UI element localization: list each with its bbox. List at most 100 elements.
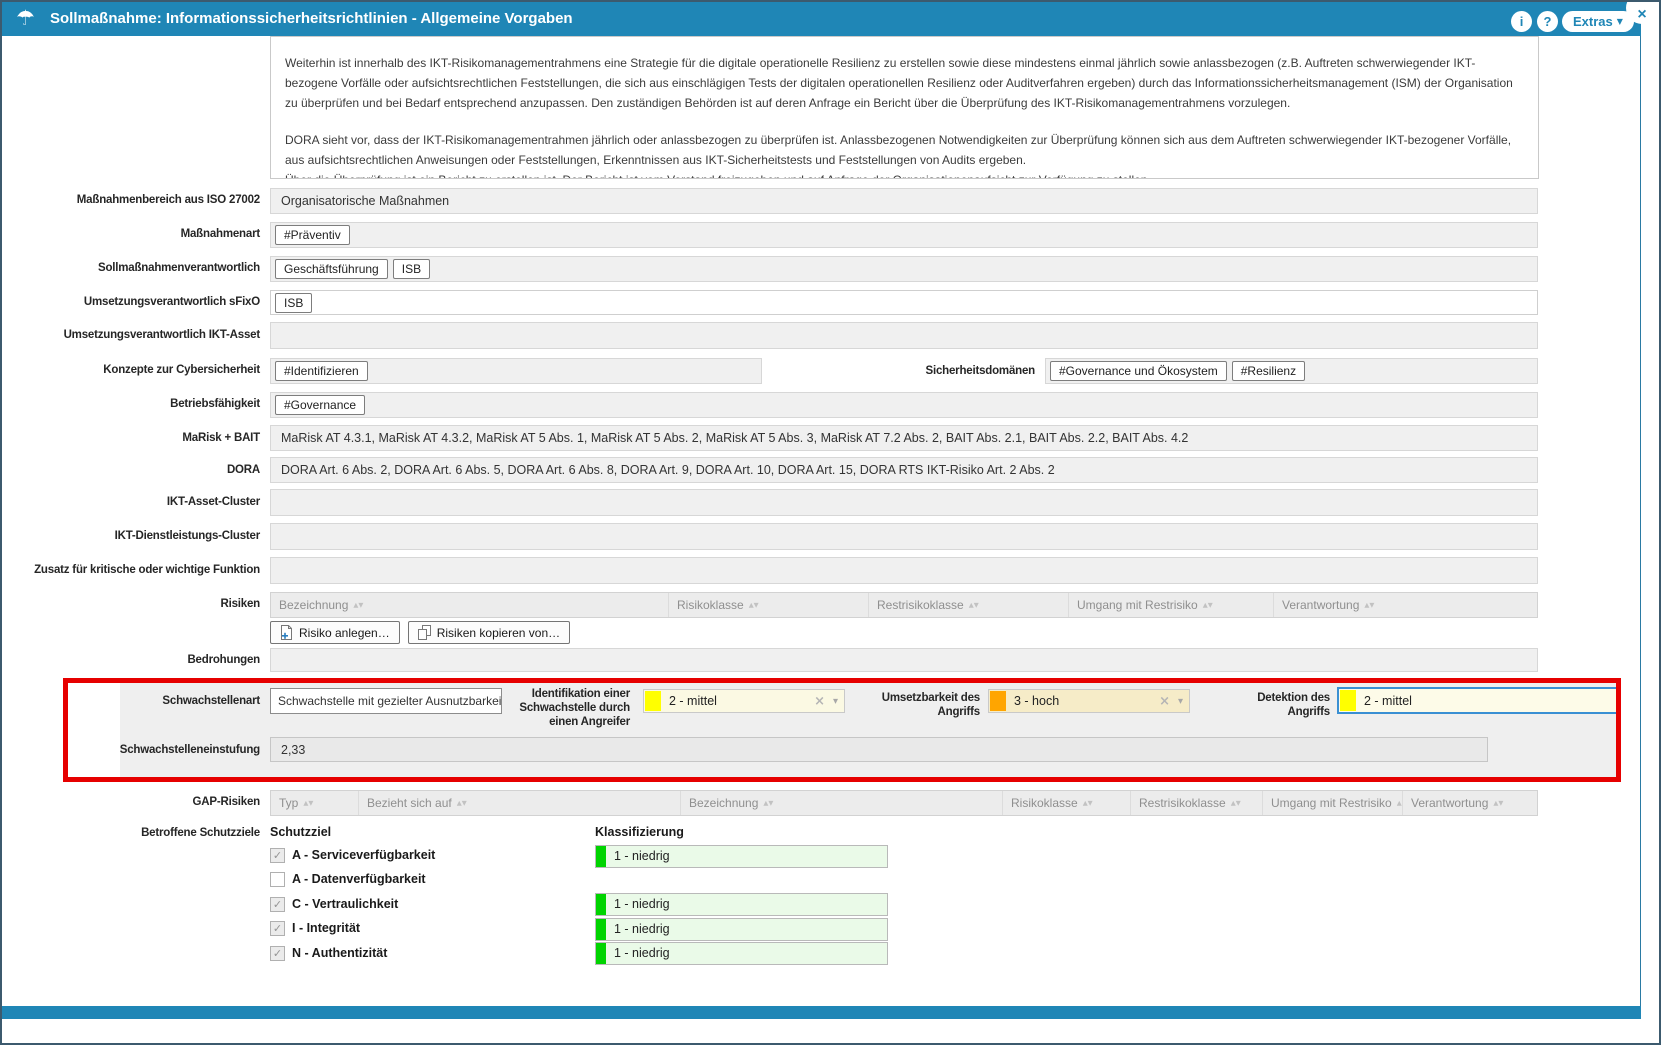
gap-risiken-table-header: Typ ▲▼ Bezieht sich auf ▲▼ Bezeichnung ▲▼ R… [270,790,1538,816]
schutzziel-name: N - Authentizität [292,946,388,960]
column-header-bezeichnung[interactable]: Bezeichnung ▲▼ [271,593,669,617]
field-value: Schwachstelle mit gezielter Ausnutzbarke… [278,694,502,708]
schutzziel-name: I - Integrität [292,921,361,935]
column-header-typ[interactable]: Typ ▲▼ [271,791,359,815]
description-textarea[interactable]: Weiterhin ist innerhalb des IKT-Risikoma… [270,36,1539,179]
sort-icon: ▲▼ [1082,799,1093,807]
label-betroffene-schutzziele: Betroffene Schutzziele [141,827,260,839]
sort-icon: ▲▼ [456,799,467,807]
check-icon: ✓ [272,947,283,960]
level-color-stripe [596,894,606,915]
checkbox-authentizitaet[interactable]: ✓ [270,946,285,961]
risiken-kopieren-button[interactable]: Risiken kopieren von… [407,621,571,644]
tag-chip[interactable]: #Identifizieren [275,361,368,381]
field-massnahmenart[interactable]: #Präventiv [270,222,1538,248]
tag-chip[interactable]: #Governance [275,395,366,415]
field-sollverantwortlich[interactable]: Geschäftsführung ISB [270,256,1538,282]
column-header-umgang[interactable]: Umgang mit Restrisiko▲▼ [1069,593,1274,617]
chevron-down-icon[interactable]: ▾ [832,695,838,707]
column-header-risikoklasse[interactable]: Risikoklasse ▲▼ [669,593,869,617]
add-document-icon [281,625,292,640]
label-risiken: Risiken [220,598,260,610]
label-detektion: Detektion des Angriffs [1257,692,1330,718]
column-header-verantwortung[interactable]: Verantwortung ▲▼ [1411,796,1504,810]
column-header-restrisikoklasse[interactable]: Restrisikoklasse ▲▼ [869,593,1069,617]
window-bottom-bar [2,1006,1641,1019]
field-ikt-asset-cluster[interactable] [270,489,1538,516]
sort-icon: ▲▼ [1230,799,1241,807]
klassifizierung-value: 1 - niedrig [614,946,670,960]
checkbox-serviceverfuegbarkeit[interactable]: ✓ [270,848,285,863]
window-right-border [1640,36,1641,1006]
field-umsetzung-ikt-asset[interactable] [270,322,1538,349]
sort-icon: ▲▼ [1396,799,1402,807]
column-header-klassifizierung: Klassifizierung [595,825,684,839]
field-konzepte[interactable]: #Identifizieren [270,358,762,384]
copy-icon [417,625,431,640]
tag-chip[interactable]: #Governance und Ökosystem [1050,361,1227,381]
label-gap-risiken: GAP-Risiken [192,796,261,808]
info-button[interactable]: i [1511,11,1532,32]
field-ikt-dienstleistungs-cluster[interactable] [270,523,1538,550]
field-sicherheitsdomaenen[interactable]: #Governance und Ökosystem #Resilienz [1045,358,1538,384]
column-header-risikoklasse[interactable]: Risikoklasse ▲▼ [1003,791,1131,815]
schutzziel-name: C - Vertraulichkeit [292,897,399,911]
field-umsetzung-sfixo[interactable]: ISB [270,290,1538,315]
field-bedrohungen[interactable] [270,648,1538,672]
risiko-anlegen-button[interactable]: Risiko anlegen… [270,621,400,644]
column-header-bezeichnung[interactable]: Bezeichnung ▲▼ [681,791,1003,815]
label-marisk-bait: MaRisk + BAIT [182,432,260,444]
clear-icon[interactable]: × [814,693,825,709]
column-header-bezieht-sich-auf[interactable]: Bezieht sich auf ▲▼ [359,791,681,815]
info-icon: i [1519,14,1524,29]
umbrella-icon: ☂ [16,6,35,30]
column-header-umgang[interactable]: Umgang mit Restrisiko▲▼ [1263,791,1403,815]
label-zusatz-funktion: Zusatz für kritische oder wichtige Funkt… [34,564,260,576]
identifikation-dropdown[interactable]: 2 - mittel × ▾ [643,689,845,713]
titlebar: ☂ Sollmaßnahme: Informationssicherheitsr… [2,2,1641,36]
field-marisk-bait[interactable]: MaRisk AT 4.3.1, MaRisk AT 4.3.2, MaRisk… [270,425,1538,451]
label-konzepte: Konzepte zur Cybersicherheit [103,364,260,376]
field-iso27002[interactable]: Organisatorische Maßnahmen [270,188,1538,214]
field-dora[interactable]: DORA Art. 6 Abs. 2, DORA Art. 6 Abs. 5, … [270,457,1538,483]
close-button[interactable]: × [1626,0,1658,24]
label-sollverantwortlich: Sollmaßnahmenverantwortlich [97,262,260,274]
extras-button[interactable]: Extras ▼ [1562,11,1634,32]
tag-chip[interactable]: Geschäftsführung [275,259,388,279]
tag-chip[interactable]: ISB [275,292,313,313]
tag-chip[interactable]: #Resilienz [1231,361,1306,381]
label-bedrohungen: Bedrohungen [187,654,260,666]
tag-chip[interactable]: #Präventiv [275,225,350,245]
umsetzbarkeit-dropdown[interactable]: 3 - hoch × ▾ [988,689,1190,713]
dropdown-value: 2 - mittel [669,694,717,708]
column-header-schutzziel: Schutzziel [270,825,332,839]
chevron-down-icon: ▼ [1616,17,1623,26]
label-betriebsfaehigkeit: Betriebsfähigkeit [170,398,260,410]
intro-paragraph-1: Weiterhin ist innerhalb des IKT-Risikoma… [285,56,1513,110]
help-button[interactable]: ? [1537,11,1558,32]
label-dora: DORA [226,464,260,476]
checkbox-datenverfuegbarkeit[interactable]: ✓ [270,872,285,887]
label-umsetzung-ikt-asset: Umsetzungsverantwortlich IKT-Asset [63,329,261,341]
clear-icon[interactable]: × [1159,693,1170,709]
sort-icon: ▲▼ [1493,799,1504,807]
field-betriebsfaehigkeit[interactable]: #Governance [270,392,1538,418]
checkbox-vertraulichkeit[interactable]: ✓ [270,897,285,912]
schwachstellenart-input[interactable]: Schwachstelle mit gezielter Ausnutzbarke… [270,688,502,714]
field-zusatz-funktion[interactable] [270,557,1538,584]
checkbox-integritaet[interactable]: ✓ [270,921,285,936]
level-color-stripe [596,943,606,964]
chevron-down-icon[interactable]: ▾ [1177,695,1183,707]
klassifizierung-field: 1 - niedrig [595,942,888,965]
detektion-dropdown[interactable]: 2 - mittel [1337,687,1618,714]
column-header-restrisikoklasse[interactable]: Restrisikoklasse ▲▼ [1131,791,1263,815]
label-ikt-asset-cluster: IKT-Asset-Cluster [166,496,260,508]
label-iso27002: Maßnahmenbereich aus ISO 27002 [76,194,260,206]
sort-icon: ▲▼ [763,799,774,807]
tag-chip[interactable]: ISB [392,259,431,279]
level-color-chip [1340,690,1356,711]
schutzziel-name: A - Datenverfügbarkeit [292,872,426,886]
column-header-verantwortung[interactable]: Verantwortung ▲▼ [1282,598,1375,612]
dropdown-value: 3 - hoch [1014,694,1060,708]
sort-icon: ▲▼ [303,799,314,807]
